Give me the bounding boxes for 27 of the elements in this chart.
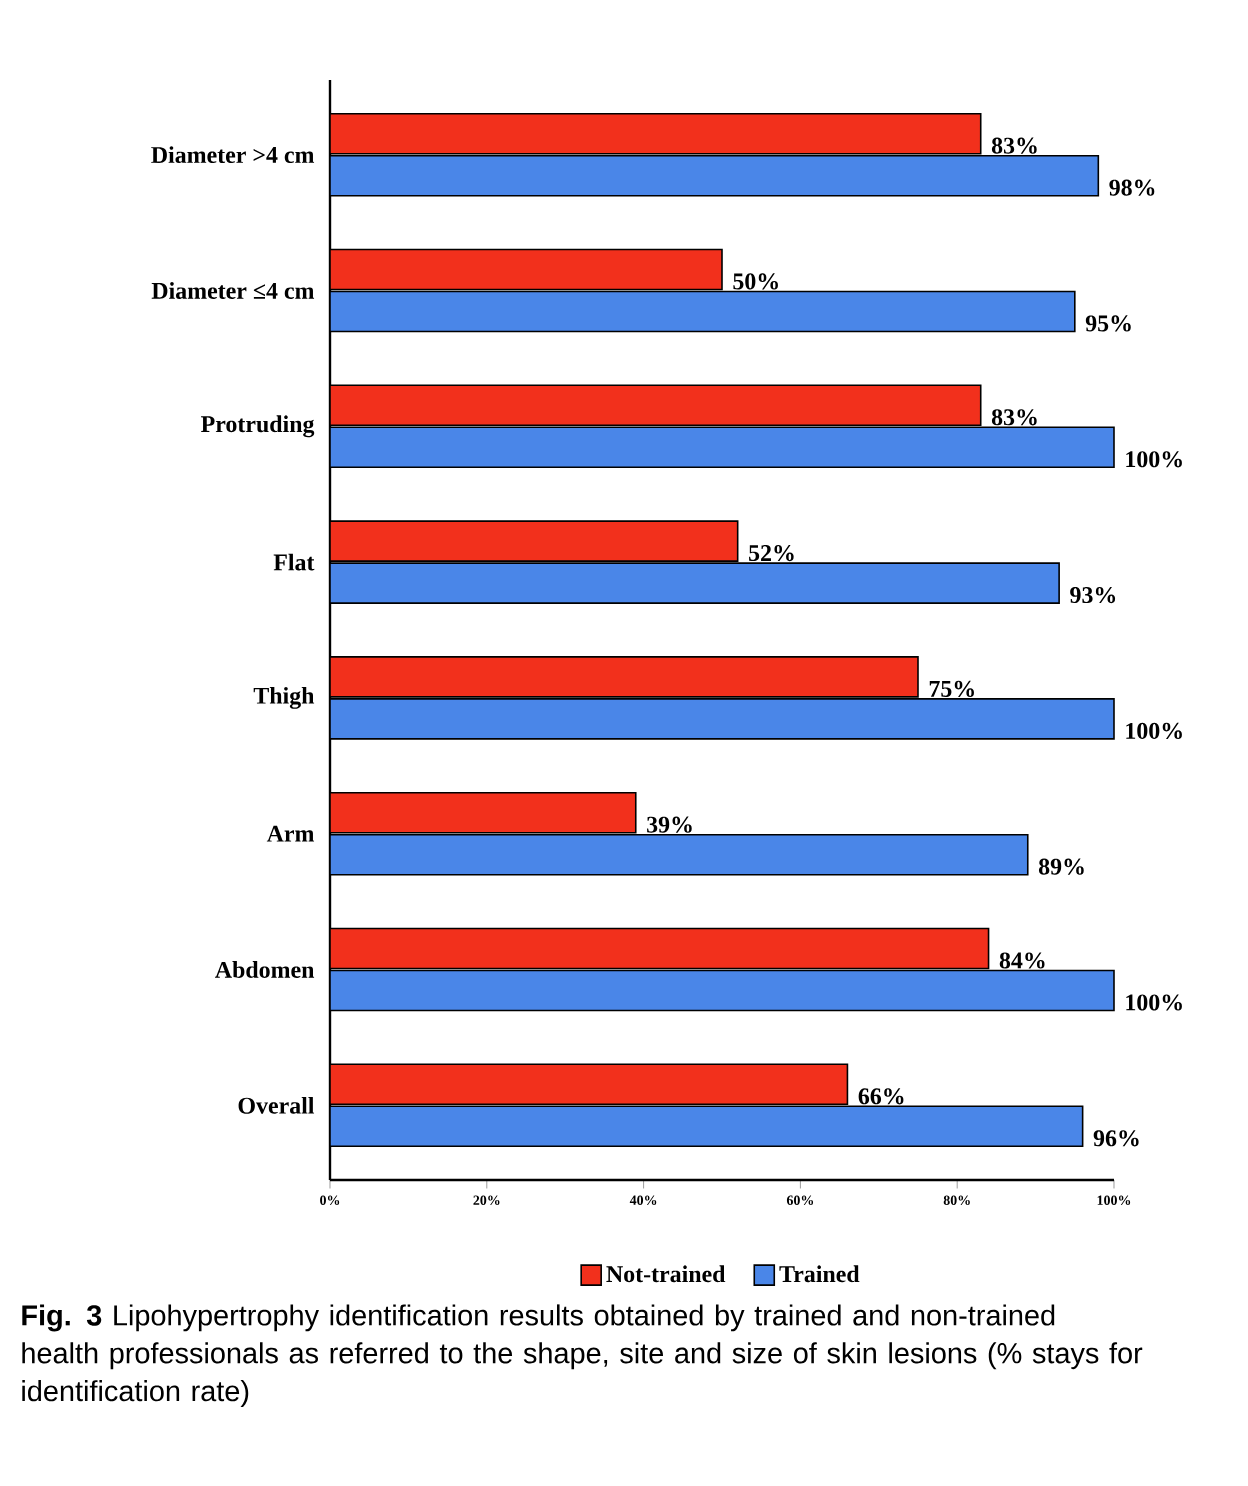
data-label: 52% [749,544,794,562]
data-label: 84% [999,952,1045,969]
data-label: 95% [1085,315,1131,332]
legend-label: Trained [779,1265,860,1283]
data-label: 39% [647,816,692,833]
data-label: 93% [1070,586,1116,604]
data-label: 100% [1126,451,1182,468]
data-label: 89% [1038,858,1084,875]
legend-label: Not-trained [606,1265,726,1283]
y-tick-label: Arm [266,825,315,842]
data-label: 83% [991,409,1037,426]
data-label: 66% [858,1088,904,1105]
data-label: 100% [1126,994,1182,1011]
y-tick-label: Thigh [253,686,315,709]
data-label: 50% [733,273,778,290]
y-tick-label: Abdomen [215,961,315,978]
y-tick-label: Protruding [201,415,315,438]
y-tick-label: Flat [273,553,315,571]
data-label: 98% [1109,179,1155,196]
data-label: 83% [991,137,1037,154]
data-label: 100% [1126,722,1182,739]
y-tick-label: Diameter >4 cm [151,146,315,164]
data-label: 75% [929,680,974,697]
data-label: 96% [1093,1130,1139,1147]
text: Fig. 3 Lipohypertrophy identification results obtained by trained and non-trained health professionals as referred to the shape, site and size of skin lesions (% stays for identification rate) [22,1304,1143,1408]
y-tick-label: Diameter ≤4 cm [151,282,315,299]
y-tick-label: Overall [238,1096,315,1114]
